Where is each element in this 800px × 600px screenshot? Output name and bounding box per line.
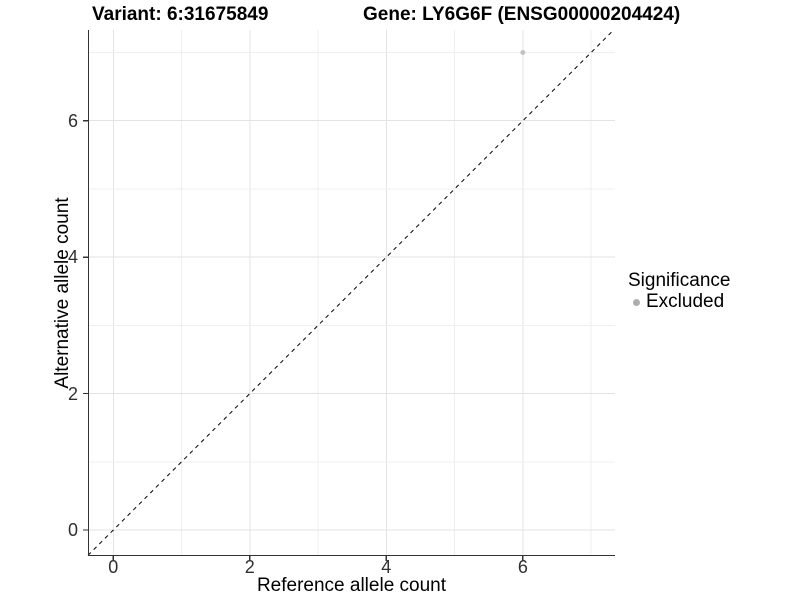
x-tick-label: 6	[517, 557, 528, 577]
excluded-marker-icon	[633, 298, 640, 306]
x-axis-title: Reference allele count	[256, 575, 447, 596]
x-tick-label: 2	[244, 557, 255, 577]
plot-panel	[83, 30, 615, 561]
y-axis-title: Alternative allele count	[52, 197, 73, 389]
plot-title-variant: Variant: 6:31675849	[92, 4, 269, 25]
legend-title: Significance	[628, 270, 731, 291]
x-tick-label: 0	[108, 557, 119, 577]
legend-item-excluded: Excluded	[628, 291, 730, 312]
y-tick-label: 6	[67, 110, 78, 131]
x-tick-label: 4	[381, 557, 392, 577]
legend: Significance Excluded	[628, 270, 731, 312]
plot-title-gene: Gene: LY6G6F (ENSG00000204424)	[363, 4, 681, 25]
data-point	[520, 50, 526, 56]
y-tick-label: 4	[67, 247, 78, 268]
y-tick-label: 0	[67, 520, 78, 541]
y-tick-label: 2	[67, 383, 78, 404]
identity-reference-line	[87, 30, 614, 556]
legend-item-label: Excluded	[646, 291, 725, 312]
